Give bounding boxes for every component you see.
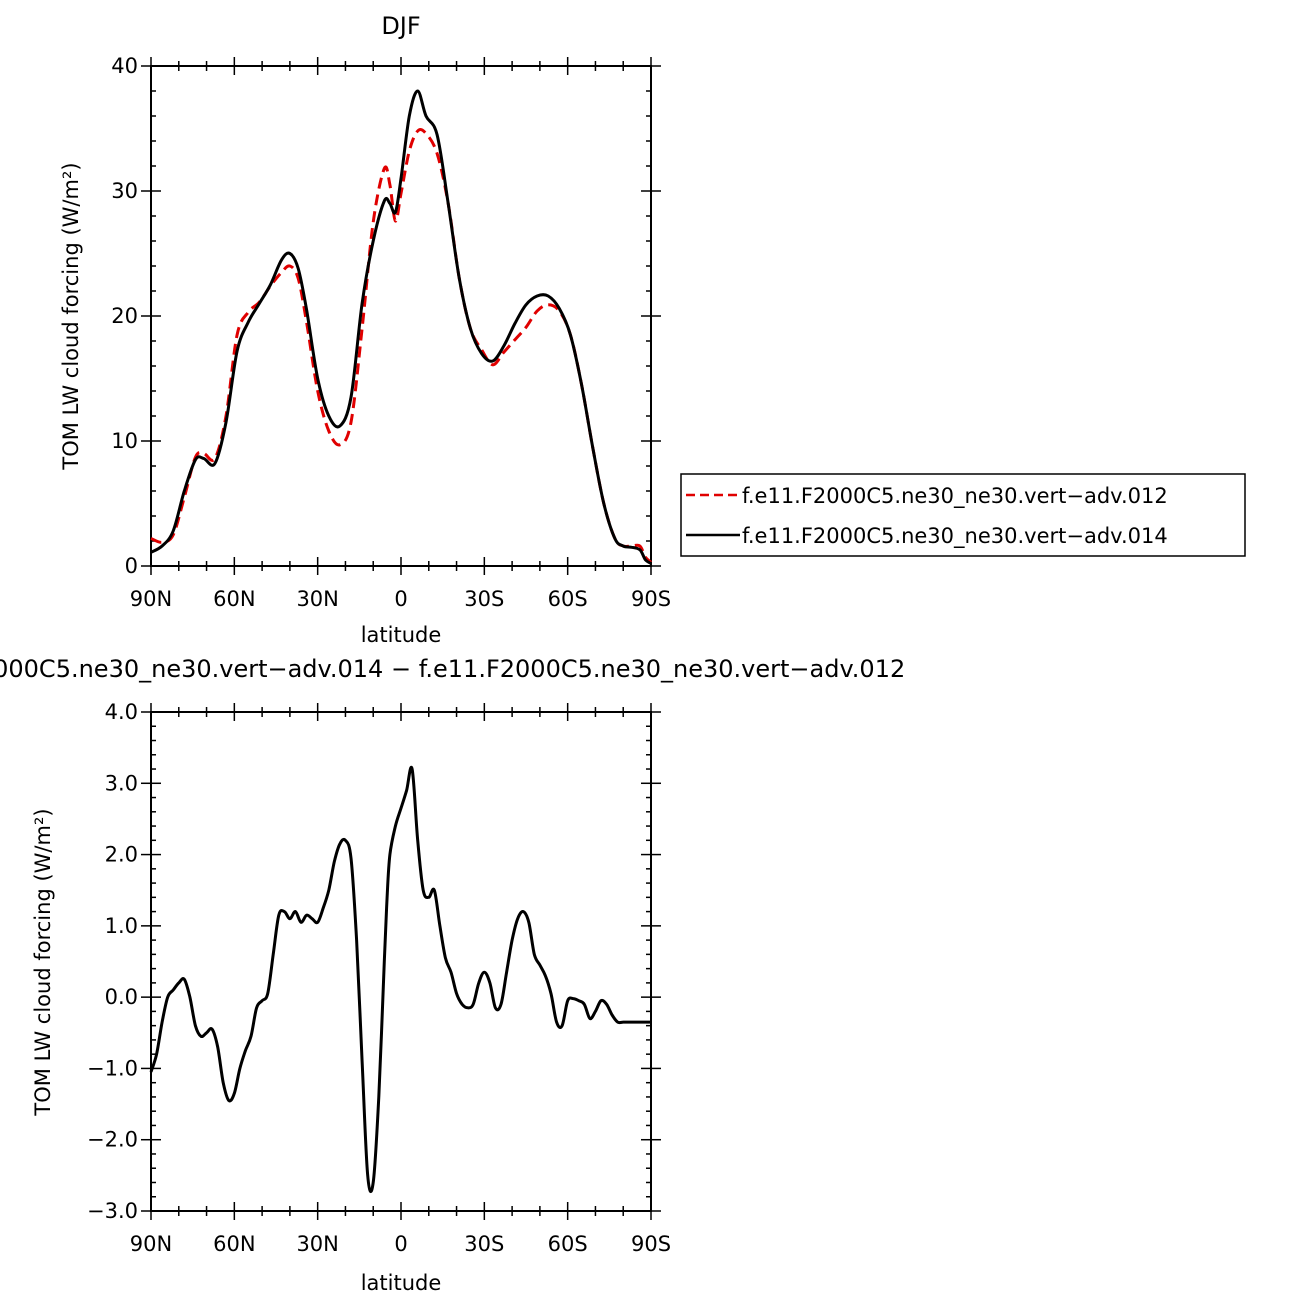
y-tick-label: 30 [111, 179, 138, 203]
legend-box [680, 473, 1246, 557]
top-plot: DJF 0 10 20 30 40 90N 60N 30N 0 30S 60S 90S latitu… [59, 12, 671, 647]
x-tick-label: 60S [548, 587, 588, 611]
y-tick-label: 20 [111, 304, 138, 328]
bottom-plot: f.e11.F2000C5.ne30_ne30.vert−adv.014 − f… [0, 655, 905, 1295]
bottom-plot-ticks [141, 703, 661, 1220]
x-tick-label: 60S [548, 1232, 588, 1256]
bottom-plot-lines [149, 765, 651, 1193]
top-x-axis-label: latitude [361, 623, 442, 647]
x-tick-label: 0 [394, 587, 407, 611]
x-tick-label: 0 [394, 1232, 407, 1256]
top-y-axis-label: TOM LW cloud forcing (W/m²) [59, 162, 83, 470]
top-plot-title: DJF [381, 12, 420, 40]
y-tick-label: 3.0 [105, 771, 138, 795]
x-tick-label: 90S [631, 1232, 671, 1256]
top-plot-frame [150, 65, 652, 567]
x-tick-label: 30N [296, 1232, 338, 1256]
x-tick-label: 60N [213, 587, 255, 611]
y-tick-label: 1.0 [105, 914, 138, 938]
top-y-tick-labels: 0 10 20 30 40 [111, 54, 138, 578]
y-tick-label: −3.0 [87, 1199, 138, 1223]
top-plot-ticks [141, 57, 661, 575]
y-tick-label: −1.0 [87, 1056, 138, 1080]
bottom-x-tick-labels: 90N 60N 30N 0 30S 60S 90S [130, 1232, 671, 1256]
top-plot-lines [150, 89, 653, 565]
legend-label-series-2: f.e11.F2000C5.ne30_ne30.vert−adv.014 [742, 524, 1168, 549]
top-x-tick-labels: 90N 60N 30N 0 30S 60S 90S [130, 587, 671, 611]
x-tick-label: 90N [130, 587, 172, 611]
x-tick-label: 30S [464, 1232, 504, 1256]
bottom-x-axis-label: latitude [361, 1271, 442, 1295]
y-tick-label: 0 [125, 554, 138, 578]
y-tick-label: −2.0 [87, 1128, 138, 1152]
bottom-y-axis-label: TOM LW cloud forcing (W/m²) [31, 808, 55, 1116]
y-tick-label: 10 [111, 429, 138, 453]
x-tick-label: 60N [213, 1232, 255, 1256]
bottom-plot-title: f.e11.F2000C5.ne30_ne30.vert−adv.014 − f… [0, 655, 905, 683]
y-tick-label: 40 [111, 54, 138, 78]
x-tick-label: 90S [631, 587, 671, 611]
top-series-line-1 [150, 128, 653, 564]
x-tick-label: 30N [296, 587, 338, 611]
x-tick-label: 30S [464, 587, 504, 611]
legend: f.e11.F2000C5.ne30_ne30.vert−adv.012 f.e… [680, 473, 1246, 557]
y-tick-label: 4.0 [105, 700, 138, 724]
bottom-series-line-1 [149, 765, 651, 1193]
y-tick-label: 0.0 [105, 985, 138, 1009]
bottom-y-tick-labels: −3.0 −2.0 −1.0 0.0 1.0 2.0 3.0 4.0 [87, 700, 138, 1223]
x-tick-label: 90N [130, 1232, 172, 1256]
top-series-line-2 [150, 89, 652, 565]
bottom-plot-frame [150, 711, 652, 1212]
y-tick-label: 2.0 [105, 843, 138, 867]
legend-label-series-1: f.e11.F2000C5.ne30_ne30.vert−adv.012 [742, 484, 1168, 509]
